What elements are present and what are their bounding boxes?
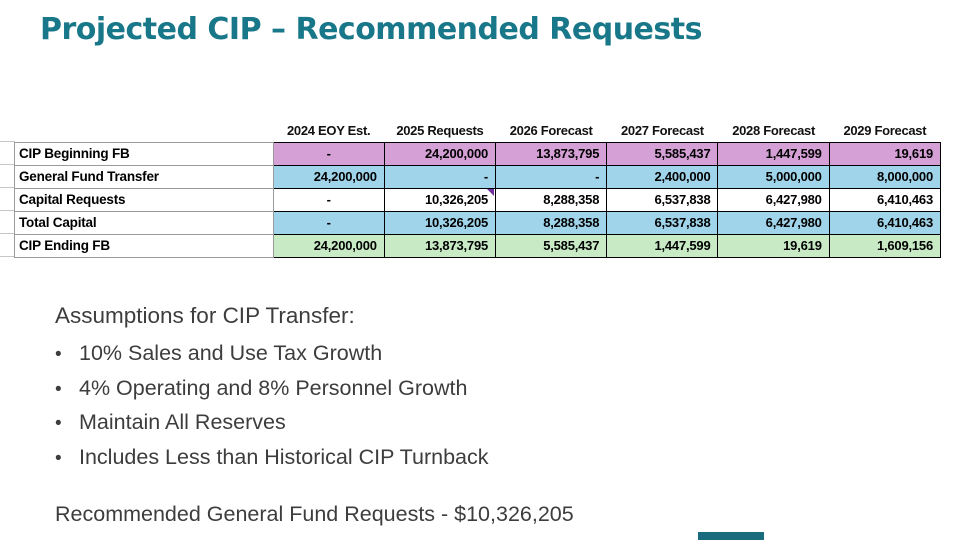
table-cell: 24,200,000 <box>272 233 385 258</box>
table-cell: 10,326,205 <box>383 210 497 235</box>
table-row-total-capital: Total Capital - 10,326,205 8,288,358 6,5… <box>14 210 942 235</box>
table-row-cip-ending-fb: CIP Ending FB 24,200,000 13,873,795 5,58… <box>14 233 942 258</box>
recommendation-text: Recommended General Fund Requests - $10,… <box>55 502 574 526</box>
table-cell: 19,619 <box>828 141 942 166</box>
table-cell: 5,000,000 <box>717 164 830 189</box>
table-cell: 1,609,156 <box>828 233 942 258</box>
table-row-cip-beginning-fb: CIP Beginning FB - 24,200,000 13,873,795… <box>14 141 942 166</box>
list-item: • 4% Operating and 8% Personnel Growth <box>55 372 895 407</box>
row-label: General Fund Transfer <box>14 164 274 189</box>
table-row-capital-requests: Capital Requests - 10,326,205 8,288,358 … <box>14 187 942 212</box>
table-header-row: 2024 EOY Est. 2025 Requests 2026 Forecas… <box>14 120 941 142</box>
list-item-text: 10% Sales and Use Tax Growth <box>79 341 383 365</box>
list-item-text: 4% Operating and 8% Personnel Growth <box>79 375 468 400</box>
column-header-2024: 2024 EOY Est. <box>273 120 385 142</box>
cip-projection-table: 2024 EOY Est. 2025 Requests 2026 Forecas… <box>14 120 942 258</box>
bullet-icon: • <box>55 447 62 469</box>
table-cell: 5,585,437 <box>606 141 719 166</box>
column-header-2026: 2026 Forecast <box>495 120 607 142</box>
list-item: • 10% Sales and Use Tax Growth <box>55 337 895 372</box>
table-row-general-fund-transfer: General Fund Transfer 24,200,000 - - 2,4… <box>14 164 942 189</box>
assumptions-list: • 10% Sales and Use Tax Growth • 4% Oper… <box>55 337 895 475</box>
column-header-2029: 2029 Forecast <box>829 120 941 142</box>
spreadsheet-gridline-stubs <box>0 141 15 258</box>
table-cell: - <box>495 164 608 189</box>
table-cell: 2,400,000 <box>606 164 719 189</box>
cell-comment-icon <box>487 189 494 196</box>
table-cell: - <box>272 141 385 166</box>
table-cell: 5,585,437 <box>495 233 608 258</box>
column-header-2028: 2028 Forecast <box>717 120 830 142</box>
table-cell: 13,873,795 <box>495 141 608 166</box>
table-cell: 8,288,358 <box>495 210 608 235</box>
assumptions-block: Assumptions for CIP Transfer: • 10% Sale… <box>55 302 895 527</box>
table-cell: 6,427,980 <box>717 187 830 212</box>
table-cell: 13,873,795 <box>383 233 497 258</box>
assumptions-heading: Assumptions for CIP Transfer: <box>55 303 355 328</box>
table-corner-cell <box>14 120 274 142</box>
table-cell: 6,537,838 <box>606 210 719 235</box>
bullet-icon: • <box>55 378 62 400</box>
bullet-icon: • <box>55 413 62 434</box>
table-cell: 24,200,000 <box>383 141 497 166</box>
bullet-icon: • <box>55 344 62 365</box>
table-cell: 6,537,838 <box>606 187 719 212</box>
column-header-2027: 2027 Forecast <box>606 120 718 142</box>
list-item: • Maintain All Reserves <box>55 406 895 441</box>
slide-decoration-bar <box>698 532 764 540</box>
list-item-text: Maintain All Reserves <box>79 410 286 434</box>
list-item: • Includes Less than Historical CIP Turn… <box>55 441 895 476</box>
table-cell: 19,619 <box>717 233 830 258</box>
row-label: Total Capital <box>14 210 274 235</box>
row-label: CIP Ending FB <box>14 233 274 258</box>
table-cell: 6,410,463 <box>828 187 942 212</box>
slide-title: Projected CIP – Recommended Requests <box>40 12 702 47</box>
table-cell: - <box>383 164 497 189</box>
row-label: Capital Requests <box>14 187 274 212</box>
table-cell: 6,427,980 <box>717 210 830 235</box>
column-header-2025: 2025 Requests <box>384 120 496 142</box>
table-cell: 24,200,000 <box>272 164 385 189</box>
table-cell: 6,410,463 <box>828 210 942 235</box>
row-label: CIP Beginning FB <box>14 141 274 166</box>
list-item-text: Includes Less than Historical CIP Turnba… <box>79 444 489 469</box>
table-cell: 1,447,599 <box>717 141 830 166</box>
table-cell: 8,000,000 <box>828 164 942 189</box>
table-cell: 1,447,599 <box>606 233 719 258</box>
table-cell: - <box>272 187 385 212</box>
table-cell: 8,288,358 <box>495 187 608 212</box>
table-cell: - <box>272 210 385 235</box>
table-cell: 10,326,205 <box>383 187 497 212</box>
